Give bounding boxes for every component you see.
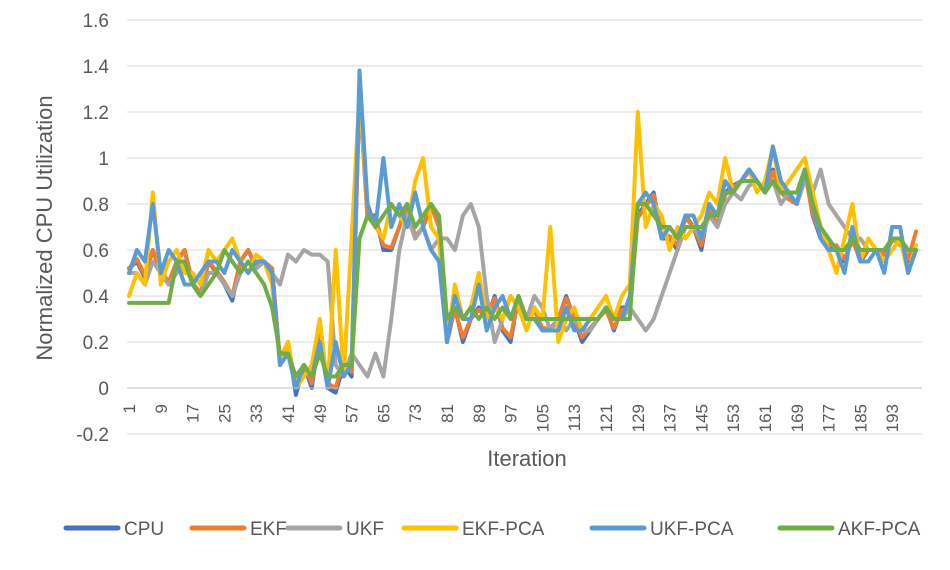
legend-label-ekf: EKF: [250, 519, 287, 540]
x-tick-label: 193: [883, 404, 902, 432]
y-tick-label: 1.4: [83, 57, 110, 78]
x-tick-label: 105: [533, 404, 552, 432]
y-tick-label: 0.8: [83, 195, 109, 216]
x-tick-label: 169: [788, 404, 807, 432]
legend-label-ekf-pca: EKF-PCA: [462, 519, 545, 540]
x-tick-label: 161: [756, 404, 775, 432]
legend-label-cpu: CPU: [124, 519, 164, 540]
x-tick-label: 9: [152, 404, 171, 413]
y-tick-label: 1.6: [83, 11, 109, 32]
x-tick-label: 81: [438, 404, 457, 423]
series-line-cpu: [127, 87, 918, 397]
legend-label-ukf: UKF: [346, 519, 384, 540]
legend-label-ukf-pca: UKF-PCA: [650, 519, 734, 540]
x-tick-label: 73: [406, 404, 425, 423]
x-tick-label: 97: [502, 404, 521, 423]
series-line-akf-pca: [127, 167, 918, 379]
y-tick-label: 1: [98, 149, 109, 170]
y-tick-label: -0.2: [76, 425, 109, 446]
x-axis-title: Iteration: [487, 446, 567, 471]
x-tick-label: 49: [311, 404, 330, 423]
x-tick-label: 137: [661, 404, 680, 432]
series-line-ekf-pca: [127, 91, 918, 390]
x-tick-label: 1: [120, 404, 139, 413]
y-tick-label: 0: [98, 379, 109, 400]
x-tick-label: 185: [851, 404, 870, 432]
gridlines: [127, 19, 922, 435]
x-tick-label: 25: [215, 404, 234, 423]
legend-label-akf-pca: AKF-PCA: [838, 519, 921, 540]
x-tick-label: 41: [279, 404, 298, 423]
x-tick-label: 17: [184, 404, 203, 423]
y-tick-label: 1.2: [83, 103, 109, 124]
x-axis-ticks: 1 9 17 25 33 41 49 57 65 73 81 89 97 105 113 121 129 137 1…: [120, 404, 902, 432]
x-tick-label: 57: [343, 404, 362, 423]
y-tick-label: 0.2: [83, 333, 109, 354]
legend: CPU EKF UKF EKF-PCA UKF-PCA AKF-PCA: [63, 519, 921, 540]
series-lines: [127, 68, 918, 397]
y-tick-label: 0.6: [83, 241, 109, 262]
x-tick-label: 129: [629, 404, 648, 432]
series-line-ekf: [127, 91, 918, 390]
x-tick-label: 33: [247, 404, 266, 423]
x-tick-label: 113: [565, 404, 584, 431]
x-tick-label: 65: [374, 404, 393, 423]
y-axis-ticks: -0.2 0 0.2 0.4 0.6 0.8 1 1.2 1.4 1.6: [76, 11, 109, 446]
x-tick-label: 89: [470, 404, 489, 423]
x-tick-label: 145: [692, 404, 711, 432]
x-tick-label: 153: [724, 404, 743, 432]
x-tick-label: 177: [820, 404, 839, 432]
y-axis-title: Normalized CPU Utilization: [32, 95, 57, 360]
x-tick-label: 121: [597, 404, 616, 432]
y-tick-label: 0.4: [83, 287, 110, 308]
series-line-ukf-pca: [127, 68, 918, 390]
